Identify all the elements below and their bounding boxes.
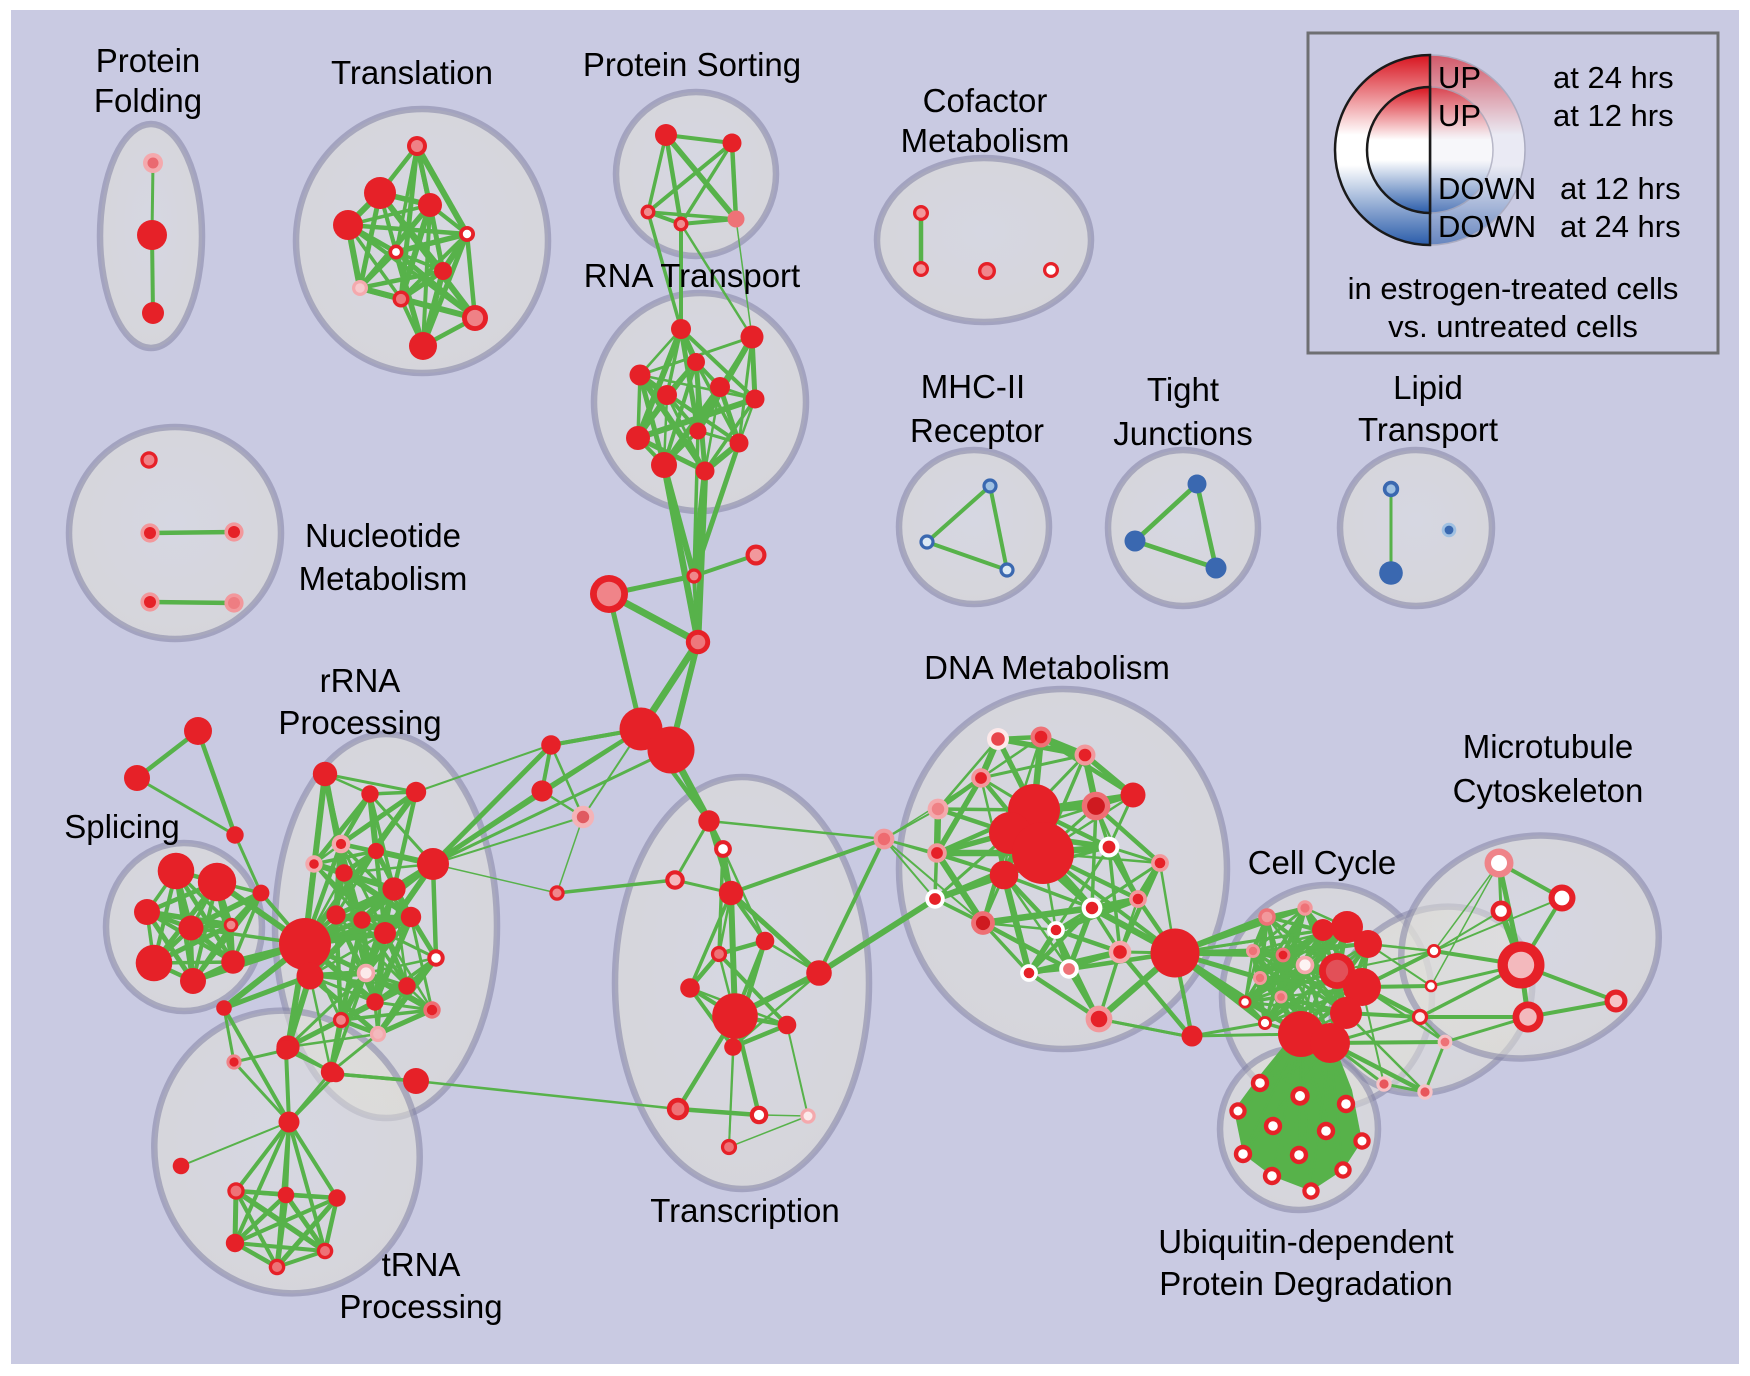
svg-text:Ubiquitin-dependent: Ubiquitin-dependent	[1158, 1223, 1453, 1260]
svg-text:Translation: Translation	[331, 54, 493, 91]
svg-text:Metabolism: Metabolism	[299, 560, 468, 597]
svg-text:at 24 hrs: at 24 hrs	[1553, 60, 1674, 95]
svg-text:Transport: Transport	[1358, 411, 1498, 448]
svg-text:rRNA: rRNA	[320, 662, 401, 699]
svg-text:UP: UP	[1438, 98, 1481, 133]
svg-text:Splicing: Splicing	[64, 808, 180, 845]
svg-text:Protein Sorting: Protein Sorting	[583, 46, 801, 83]
svg-text:Transcription: Transcription	[650, 1192, 840, 1229]
svg-text:DOWN: DOWN	[1438, 209, 1536, 244]
svg-text:RNA Transport: RNA Transport	[584, 257, 800, 294]
svg-text:Cell Cycle: Cell Cycle	[1248, 844, 1397, 881]
svg-text:DOWN: DOWN	[1438, 171, 1536, 206]
svg-text:Tight: Tight	[1147, 371, 1219, 408]
svg-text:Microtubule: Microtubule	[1463, 728, 1634, 765]
svg-text:Protein: Protein	[96, 42, 201, 79]
svg-text:Junctions: Junctions	[1113, 415, 1252, 452]
svg-text:Protein Degradation: Protein Degradation	[1159, 1265, 1453, 1302]
svg-text:Folding: Folding	[94, 82, 202, 119]
svg-text:Lipid: Lipid	[1393, 369, 1463, 406]
svg-text:Nucleotide: Nucleotide	[305, 517, 461, 554]
svg-text:Receptor: Receptor	[910, 412, 1044, 449]
svg-text:Cofactor: Cofactor	[923, 82, 1048, 119]
svg-text:at 12 hrs: at 12 hrs	[1560, 171, 1681, 206]
svg-text:DNA Metabolism: DNA Metabolism	[924, 649, 1170, 686]
svg-text:MHC-II: MHC-II	[921, 368, 1025, 405]
svg-text:at 12 hrs: at 12 hrs	[1553, 98, 1674, 133]
svg-text:vs. untreated cells: vs. untreated cells	[1388, 309, 1638, 344]
svg-text:Processing: Processing	[339, 1288, 502, 1325]
svg-text:Metabolism: Metabolism	[901, 122, 1070, 159]
svg-text:tRNA: tRNA	[382, 1246, 461, 1283]
svg-text:in estrogen-treated cells: in estrogen-treated cells	[1348, 271, 1679, 306]
svg-text:UP: UP	[1438, 60, 1481, 95]
svg-text:Cytoskeleton: Cytoskeleton	[1453, 772, 1644, 809]
svg-text:at 24 hrs: at 24 hrs	[1560, 209, 1681, 244]
svg-text:Processing: Processing	[278, 704, 441, 741]
